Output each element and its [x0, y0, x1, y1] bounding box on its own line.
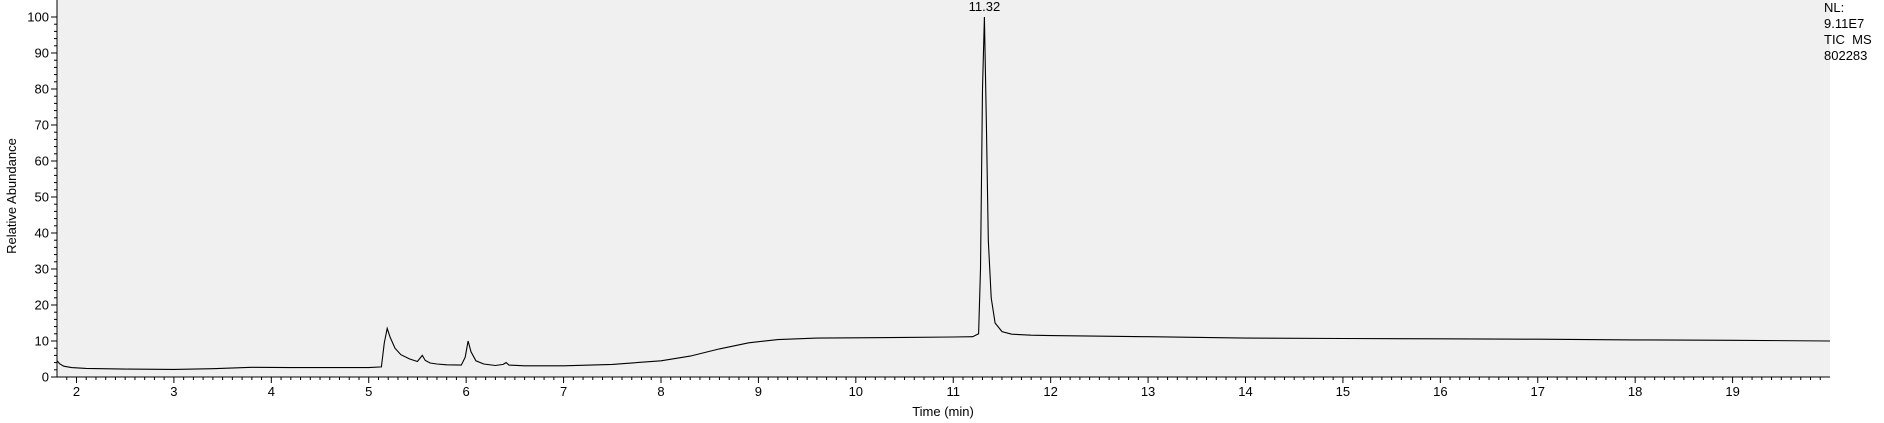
y-tick-label: 40: [35, 226, 49, 241]
x-axis-title: Time (min): [912, 404, 974, 419]
trace-type: TIC MS: [1824, 32, 1872, 47]
y-tick-label: 10: [35, 334, 49, 349]
y-tick-label: 50: [35, 190, 49, 205]
x-tick-label: 17: [1531, 384, 1545, 399]
y-tick-label: 30: [35, 262, 49, 277]
nl-label: NL:: [1824, 0, 1845, 15]
x-tick-label: 4: [268, 384, 275, 399]
y-tick-label: 100: [27, 10, 49, 25]
plot-area: [57, 0, 1830, 377]
y-tick-label: 20: [35, 298, 49, 313]
y-tick-label: 70: [35, 118, 49, 133]
x-tick-label: 18: [1628, 384, 1642, 399]
x-tick-label: 10: [849, 384, 863, 399]
x-tick-label: 5: [365, 384, 372, 399]
tic-trace-line: [56, 16, 1831, 370]
x-tick-label: 8: [657, 384, 664, 399]
sample-id: 802283: [1824, 48, 1868, 63]
x-tick-label: 6: [463, 384, 470, 399]
x-tick-label: 9: [755, 384, 762, 399]
x-tick-label: 16: [1433, 384, 1447, 399]
x-tick-label: 7: [560, 384, 567, 399]
x-tick-label: 14: [1238, 384, 1252, 399]
x-tick-label: 11: [946, 384, 960, 399]
x-tick-label: 2: [73, 384, 80, 399]
y-tick-label: 80: [35, 82, 49, 97]
x-tick-label: 12: [1043, 384, 1057, 399]
normalization-info: NL: 9.11E7 TIC MS 802283: [1824, 0, 1872, 64]
y-tick-label: 0: [42, 370, 49, 385]
y-tick-label: 60: [35, 154, 49, 169]
y-axis: 0 10 20 30 40 50 60 70 80 90 100: [27, 0, 58, 385]
x-tick-label: 3: [170, 384, 177, 399]
y-axis-title: Relative Abundance: [4, 138, 19, 254]
x-tick-label: 19: [1725, 384, 1739, 399]
peak-label: 11.32: [969, 0, 1001, 14]
y-tick-label: 90: [35, 46, 49, 61]
nl-value: 9.11E7: [1824, 16, 1865, 31]
x-axis: 2 3 4 5 6 7 8 9 10 11 12 13 14 15 16 17 18 19: [57, 376, 1830, 399]
peak-annotations: 11.32: [969, 0, 1001, 14]
x-tick-label: 15: [1336, 384, 1350, 399]
x-tick-label: 13: [1141, 384, 1155, 399]
